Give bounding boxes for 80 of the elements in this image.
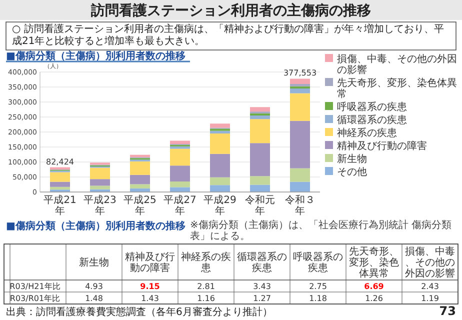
chart-title: 訪問看護ステーション利用者の主傷病の推移 xyxy=(90,2,371,19)
x-tick-label: 平成21年 xyxy=(44,194,76,217)
bar xyxy=(290,120,310,168)
legend-label: 精神及び行動の障害 xyxy=(337,140,427,152)
data-label: 1.27 xyxy=(253,294,271,303)
data-label: 6.69 xyxy=(364,282,384,291)
x-tick-label: 精神及び行動の障害 xyxy=(125,251,175,274)
text: ※傷病分類（主傷病）は、「社会医療行為別統計 傷病分類表」による。 xyxy=(190,219,452,242)
x-tick-label: 平成29年 xyxy=(204,194,236,217)
x-tick-label: 令和元年 xyxy=(245,194,275,217)
data-label: 1.18 xyxy=(309,294,327,303)
legend-label: 循環器系の疾患 xyxy=(337,114,407,126)
x-tick-label: 呼吸器系の疾患 xyxy=(293,251,343,274)
text: ■傷病分類（主傷病）別利用者数の推移 xyxy=(6,50,186,62)
bar xyxy=(50,182,70,187)
data-label: 3.43 xyxy=(253,282,271,291)
data-label: 9.15 xyxy=(140,282,160,291)
total-label: 377,553 xyxy=(283,68,317,78)
data-label: 1.16 xyxy=(197,294,215,303)
data-label: 2.75 xyxy=(309,282,327,291)
y-tick-label: R03/R01年比 xyxy=(10,294,60,303)
chart-title: ■傷病分類（主傷病）別利用者数の推移 xyxy=(6,220,186,232)
bar xyxy=(130,184,150,188)
bar xyxy=(90,179,110,186)
data-label: 2.81 xyxy=(197,282,215,291)
bar xyxy=(170,140,190,144)
bar xyxy=(90,168,110,180)
x-tick-label: 新生物 xyxy=(79,256,109,268)
total-label: 82,424 xyxy=(46,157,74,166)
legend-label: 損傷、中毒、その他の外因の影響 xyxy=(337,53,457,76)
bar xyxy=(170,146,190,149)
bar xyxy=(50,186,70,190)
x-tick-label: 先天奇形、変形、染色体異常 xyxy=(349,246,399,280)
bar xyxy=(170,166,190,182)
bar xyxy=(170,187,190,192)
bar xyxy=(210,185,230,192)
bar xyxy=(290,168,310,182)
data-label: 4.93 xyxy=(85,282,103,291)
bar xyxy=(210,177,230,186)
data-label: 1.19 xyxy=(421,294,439,303)
bar xyxy=(250,107,270,112)
bar xyxy=(250,176,270,185)
x-tick-label: 令和３年 xyxy=(285,194,315,217)
bar xyxy=(50,172,70,182)
x-tick-label: 平成27年 xyxy=(164,194,196,217)
bar xyxy=(250,116,270,120)
bar xyxy=(130,161,150,175)
bar xyxy=(290,93,310,121)
bar xyxy=(170,182,190,188)
x-tick-label: 循環器系の疾患 xyxy=(237,251,287,274)
bar xyxy=(90,186,110,190)
legend-label: 先天奇形、変形、染色体異常 xyxy=(337,77,457,100)
legend-label: 神経系の疾患 xyxy=(337,127,397,139)
source-note: 出典：訪問看護療養費実態調査（各年6月審査分より推計） xyxy=(6,306,272,318)
legend-label: その他 xyxy=(337,166,367,178)
bar xyxy=(290,78,310,84)
bar xyxy=(250,184,270,192)
bar xyxy=(250,119,270,144)
bar xyxy=(210,134,230,154)
data-label: 1.26 xyxy=(365,294,383,303)
data-label: 2.43 xyxy=(421,282,439,291)
bar xyxy=(290,182,310,192)
bar xyxy=(210,130,230,134)
data-label: 1.43 xyxy=(141,294,159,303)
x-tick-label: 神経系の疾患 xyxy=(181,251,231,274)
legend-label: 新生物 xyxy=(337,153,367,165)
y-tick-label: R03/H21年比 xyxy=(10,282,60,291)
bar xyxy=(250,143,270,176)
bar xyxy=(170,148,190,166)
x-tick-label: 平成23年 xyxy=(84,194,116,217)
bar xyxy=(130,174,150,184)
bar xyxy=(210,124,230,128)
data-label: 1.48 xyxy=(85,294,103,303)
annotation: 73 xyxy=(439,304,456,318)
x-tick-label: 平成25年 xyxy=(124,194,156,217)
x-tick-label: 損傷、中毒、その他の外因の影響 xyxy=(405,246,455,280)
bar xyxy=(210,154,230,178)
chart-subtitle: ○ 訪問看護ステーション利用者の主傷病は、「精神および行動の障害」が年々増加しており、平成21年と比較すると増加率も最も大きい。 xyxy=(12,23,444,47)
legend-label: 呼吸器系の疾患 xyxy=(337,101,407,113)
bar xyxy=(290,88,310,94)
